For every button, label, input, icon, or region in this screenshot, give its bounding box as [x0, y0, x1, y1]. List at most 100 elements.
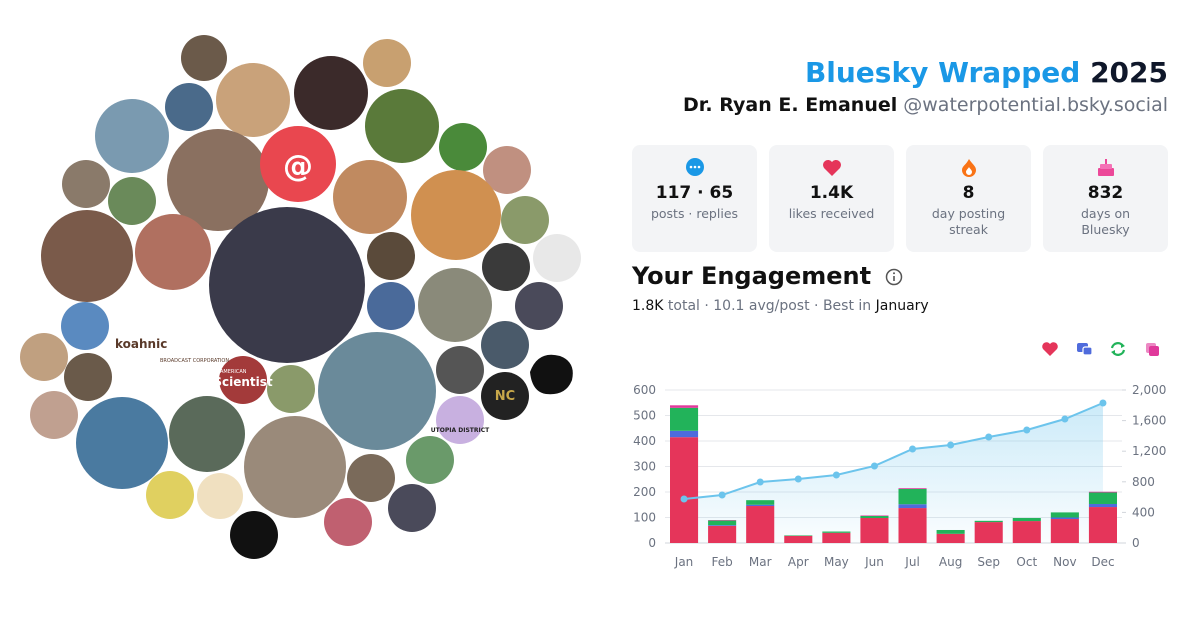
profile: Dr. Ryan E. Emanuel @waterpotential.bsky.… — [683, 94, 1168, 116]
avatar — [167, 129, 269, 231]
line — [683, 402, 1104, 501]
collage-label: koahnic — [115, 337, 167, 351]
line-point — [718, 491, 726, 499]
legend-icon — [1110, 342, 1126, 356]
x-tick-label: Aug — [939, 555, 962, 569]
bar-segment — [974, 520, 1003, 523]
bar-segment — [898, 504, 927, 509]
avatar — [333, 160, 407, 234]
line-point — [832, 471, 840, 479]
bar-segment — [1050, 519, 1079, 543]
avatar — [436, 396, 484, 444]
section-title-text: Your Engagement — [632, 262, 872, 290]
y2-tick-label: 800 — [1132, 475, 1155, 489]
y-tick-label: 400 — [633, 434, 656, 448]
info-icon[interactable] — [885, 268, 903, 286]
avatar — [76, 397, 168, 489]
avatar — [267, 365, 315, 413]
avatar — [146, 471, 194, 519]
y2-tick-label: 1,200 — [1132, 444, 1166, 458]
stat-card: 117 · 65 posts · replies — [632, 145, 757, 252]
avatar — [501, 196, 549, 244]
avatar — [515, 282, 563, 330]
bar-segment — [670, 405, 699, 408]
x-tick-label: Oct — [1016, 555, 1037, 569]
avatar — [388, 484, 436, 532]
bar-segment — [1088, 507, 1117, 543]
bar-segment — [936, 529, 965, 534]
avatar — [533, 234, 581, 282]
avatar — [481, 321, 529, 369]
bar-segment — [670, 407, 699, 431]
bar-segment — [860, 515, 889, 516]
bar-segment — [936, 533, 965, 543]
avatar — [294, 56, 368, 130]
bar-segment — [1012, 521, 1041, 543]
avatar — [61, 302, 109, 350]
avatar — [169, 396, 245, 472]
bar-segment — [898, 488, 927, 505]
avatar — [365, 89, 439, 163]
x-tick-label: Sep — [977, 555, 1000, 569]
y-tick-label: 600 — [633, 383, 656, 397]
avatar — [244, 416, 346, 518]
engagement-chart: 0 100 200 300 400 500 600 0 400 800 1,200 1,600 2,00… — [633, 342, 1166, 569]
avatar — [219, 356, 267, 404]
avatar — [324, 498, 372, 546]
bar-segment — [708, 525, 737, 543]
avatar-collage: @ koahnic BROADCAST CORPORATION AMERICANSci… — [20, 35, 581, 559]
bar-segment — [1012, 518, 1041, 522]
bar-segment — [784, 535, 813, 536]
bar-segment — [670, 437, 699, 543]
y-tick-label: 100 — [633, 511, 656, 525]
avatar — [216, 63, 290, 137]
avatar — [481, 372, 529, 420]
summary: 1.8K total · 10.1 avg/post · Best in Jan… — [632, 298, 929, 314]
avatar — [62, 160, 110, 208]
x-tick-label: Dec — [1091, 555, 1114, 569]
bar-segment — [1050, 512, 1079, 518]
bar-segment — [708, 520, 737, 521]
line-point — [680, 495, 688, 503]
avatar — [367, 232, 415, 280]
avatar — [418, 268, 492, 342]
avatar — [482, 243, 530, 291]
x-tick-label: Mar — [749, 555, 772, 569]
stat-label: days on Bluesky — [1080, 206, 1131, 237]
y-tick-label: 200 — [633, 485, 656, 499]
x-tick-label: Jun — [864, 555, 884, 569]
title: Bluesky Wrapped 2025 — [805, 56, 1168, 89]
year: 2025 — [1090, 56, 1168, 89]
y-tick-label: 500 — [633, 409, 656, 423]
beaver-logo — [530, 354, 573, 395]
bar-segment — [898, 488, 927, 489]
stat-label: likes received — [788, 206, 875, 221]
y2-tick-label: 400 — [1132, 505, 1155, 519]
x-tick-label: Apr — [788, 555, 809, 569]
y-tick-label: 0 — [648, 536, 656, 550]
bar-segment — [746, 500, 775, 505]
avatar — [95, 99, 169, 173]
avatar — [406, 436, 454, 484]
avatar — [230, 511, 278, 559]
collage-label: @ — [283, 149, 313, 184]
avatar — [483, 146, 531, 194]
handle: @waterpotential.bsky.social — [903, 94, 1168, 116]
avatar — [165, 83, 213, 131]
line-point — [1099, 399, 1107, 407]
avatar — [439, 123, 487, 171]
collage-label: BROADCAST CORPORATION — [160, 358, 229, 364]
stat-icon — [822, 160, 841, 176]
avatar — [367, 282, 415, 330]
x-tick-label: Nov — [1053, 555, 1076, 569]
section-title: Your Engagement — [632, 262, 903, 290]
avatar — [436, 346, 484, 394]
bar-segment — [746, 506, 775, 543]
y-tick-label: 300 — [633, 460, 656, 474]
line-point — [1061, 415, 1069, 423]
stat-value: 832 — [1087, 183, 1124, 203]
avatar — [20, 333, 68, 381]
line-point — [794, 475, 802, 483]
x-tick-label: Jan — [674, 555, 694, 569]
summary-text: total · 10.1 avg/post · Best in — [663, 298, 876, 314]
